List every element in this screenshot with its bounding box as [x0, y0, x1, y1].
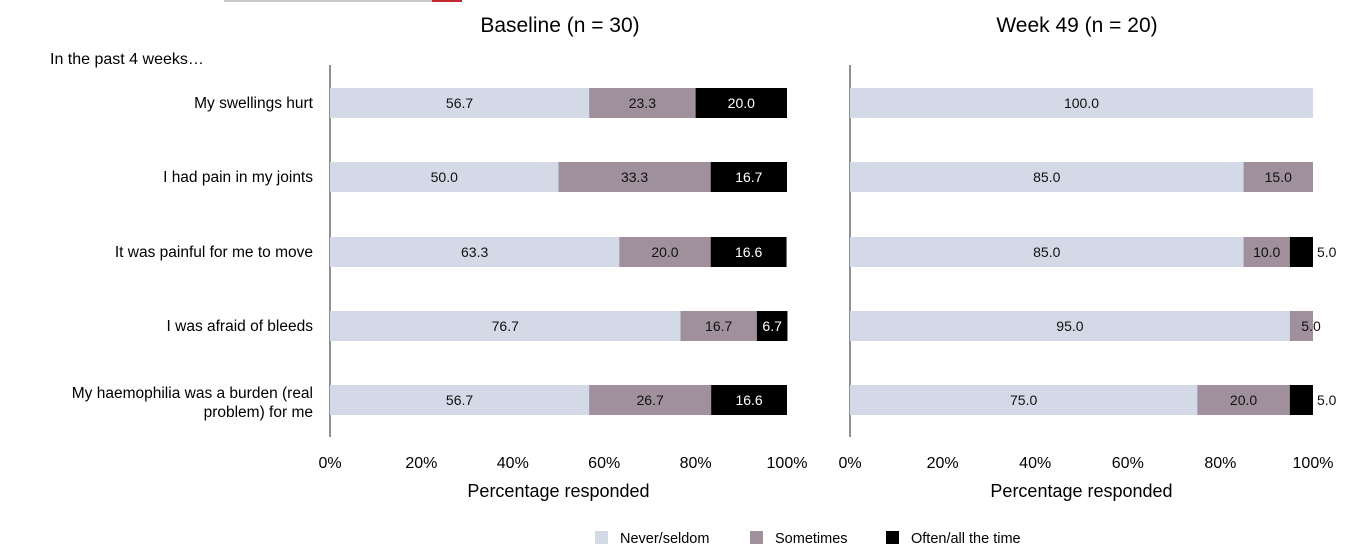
- value-label: 5.0: [1317, 244, 1337, 260]
- value-label: 56.7: [446, 95, 473, 111]
- panel-title: Week 49 (n = 20): [996, 14, 1157, 37]
- x-tick-label: 40%: [497, 455, 529, 472]
- bar-segment-often-all-the-time: [695, 88, 787, 118]
- legend-label: Never/seldom: [620, 531, 709, 547]
- value-label: 10.0: [1253, 244, 1280, 260]
- category-label: I had pain in my joints: [163, 169, 313, 186]
- logo-strip-red: [432, 0, 462, 2]
- bar-segment-never-seldom: [330, 237, 620, 267]
- category-label: My swellings hurt: [194, 95, 314, 112]
- x-tick-label: 60%: [1112, 455, 1144, 472]
- bar-segment-sometimes: [619, 237, 711, 267]
- value-label: 20.0: [728, 95, 755, 111]
- value-label: 16.6: [735, 244, 762, 260]
- value-label: 5.0: [1301, 318, 1321, 334]
- legend-swatch-sometimes: [750, 531, 763, 544]
- bar-segment-often-all-the-time: [756, 311, 788, 341]
- question-caption: In the past 4 weeks…: [50, 51, 204, 68]
- value-label: 16.7: [705, 318, 732, 334]
- value-label: 63.3: [461, 244, 488, 260]
- x-axis-label: Percentage responded: [990, 481, 1172, 501]
- bar-segment-sometimes: [589, 88, 696, 118]
- category-label: I was afraid of bleeds: [167, 318, 314, 335]
- value-label: 85.0: [1033, 169, 1060, 185]
- bar-segment-never-seldom: [850, 237, 1244, 267]
- value-label: 20.0: [1230, 392, 1257, 408]
- value-label: 56.7: [446, 392, 473, 408]
- value-label: 6.7: [762, 318, 782, 334]
- x-tick-label: 20%: [405, 455, 437, 472]
- bar-segment-sometimes: [558, 162, 711, 192]
- bar-segment-sometimes: [1243, 237, 1290, 267]
- value-label: 26.7: [637, 392, 664, 408]
- x-tick-label: 0%: [838, 455, 861, 472]
- value-label: 20.0: [651, 244, 678, 260]
- value-label: 50.0: [431, 169, 458, 185]
- bar-segment-never-seldom: [850, 385, 1198, 415]
- bar-segment-sometimes: [1197, 385, 1290, 415]
- x-tick-label: 100%: [1293, 455, 1334, 472]
- panel-title: Baseline (n = 30): [480, 14, 639, 37]
- value-label: 33.3: [621, 169, 648, 185]
- x-tick-label: 0%: [318, 455, 341, 472]
- chart-panel-1: Baseline (n = 30) My swellings hurt 56.7 23…: [72, 14, 808, 501]
- legend-label: Often/all the time: [911, 531, 1021, 547]
- value-label: 16.6: [735, 392, 762, 408]
- value-label: 85.0: [1033, 244, 1060, 260]
- bar-segment-never-seldom: [330, 88, 590, 118]
- x-tick-label: 100%: [767, 455, 808, 472]
- x-tick-label: 20%: [927, 455, 959, 472]
- category-label: My haemophilia was a burden (real problem…: [72, 385, 313, 421]
- value-label: 100.0: [1064, 95, 1099, 111]
- legend-swatch-often-all-the-time: [886, 531, 899, 544]
- bar-segment-often-all-the-time: [1289, 385, 1313, 415]
- value-label: 15.0: [1265, 169, 1292, 185]
- value-label: 95.0: [1056, 318, 1083, 334]
- bar-segment-never-seldom: [330, 162, 559, 192]
- bar-segment-never-seldom: [850, 311, 1290, 341]
- bar-segment-sometimes: [680, 311, 757, 341]
- bar-segment-sometimes: [589, 385, 712, 415]
- legend-label: Sometimes: [775, 531, 848, 547]
- x-tick-label: 80%: [1204, 455, 1236, 472]
- x-tick-label: 60%: [588, 455, 620, 472]
- chart-panel-2: Week 49 (n = 20) 100.0 85.0 15.0 85.0 10.0 5.0…: [838, 14, 1336, 501]
- legend-swatch-never-seldom: [595, 531, 608, 544]
- bar-segment-never-seldom: [850, 88, 1313, 118]
- bar-segment-never-seldom: [330, 385, 590, 415]
- value-label: 16.7: [735, 169, 762, 185]
- bar-segment-never-seldom: [850, 162, 1244, 192]
- logo-strip-grey: [224, 0, 432, 2]
- bar-segment-often-all-the-time: [1289, 237, 1313, 267]
- x-tick-label: 80%: [680, 455, 712, 472]
- x-axis-label: Percentage responded: [467, 481, 649, 501]
- bar-segment-never-seldom: [330, 311, 681, 341]
- value-label: 76.7: [492, 318, 519, 334]
- bar-segment-sometimes: [1289, 311, 1313, 341]
- bar-segment-sometimes: [1243, 162, 1313, 192]
- value-label: 23.3: [629, 95, 656, 111]
- x-tick-label: 40%: [1019, 455, 1051, 472]
- value-label: 75.0: [1010, 392, 1037, 408]
- value-label: 5.0: [1317, 392, 1337, 408]
- legend: Never/seldom Sometimes Often/all the time: [595, 531, 1021, 547]
- category-label: It was painful for me to move: [115, 244, 313, 261]
- bar-segment-often-all-the-time: [710, 162, 787, 192]
- bar-segment-often-all-the-time: [711, 385, 787, 415]
- bar-segment-often-all-the-time: [710, 237, 787, 267]
